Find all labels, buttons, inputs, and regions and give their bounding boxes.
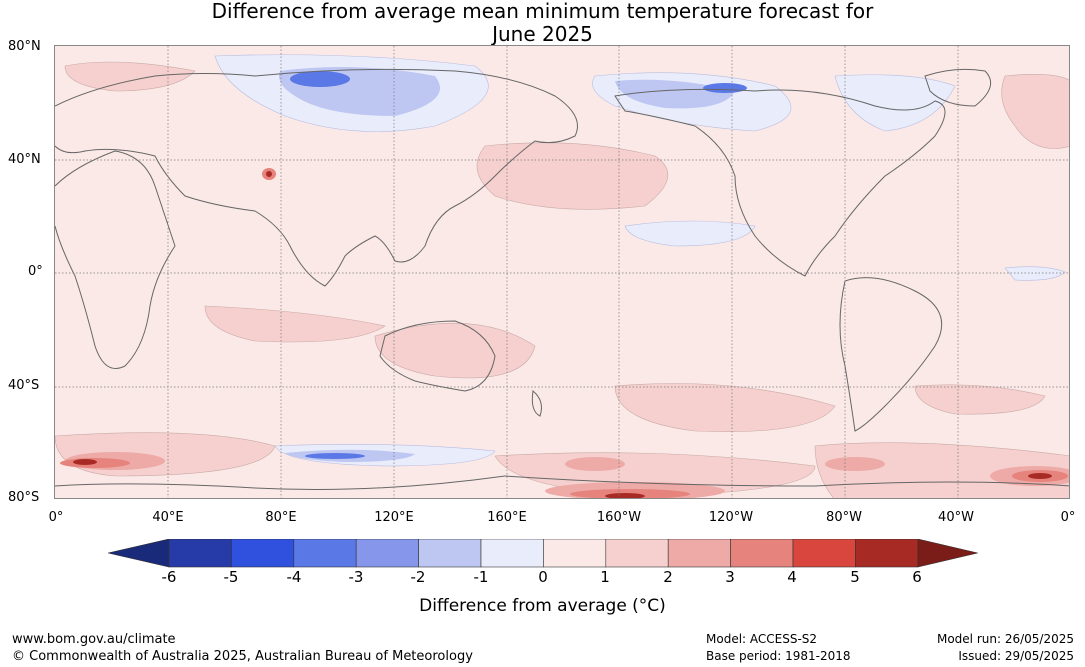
lon-label: 160°W [596,510,642,525]
colorbar-cell [418,539,482,568]
colorbar-tick: 1 [600,568,610,586]
colorbar-tick: 0 [538,568,548,586]
anomaly-patch [305,453,365,459]
lon-label: 40°E [152,510,184,525]
footer-left: www.bom.gov.au/climate © Commonwealth of… [12,631,473,665]
colorbar-cell [293,539,357,568]
base-period-text: Base period: 1981-2018 [706,649,851,663]
colorbar-cell [605,539,669,568]
anomaly-patch [266,171,272,177]
coastline-south-america [839,277,943,432]
anomaly-patch [624,220,756,247]
colorbar-label: Difference from average (°C) [419,596,666,616]
lon-label: 160°E [487,510,527,525]
lon-label: 0° [1060,510,1076,525]
lon-label: 120°E [374,510,414,525]
website-text: www.bom.gov.au/climate [12,632,176,647]
colorbar-tick: 4 [787,568,797,586]
footer-model-info: Model: ACCESS-S2 Base period: 1981-2018 [706,631,851,665]
anomaly-patch [204,305,386,343]
lat-label-40n: 40°N [8,152,41,167]
colorbar-cell [480,539,544,568]
anomaly-patch [614,383,836,433]
lon-label: 120°W [708,510,754,525]
forecast-map [54,45,1070,499]
anomaly-patch [1004,266,1066,281]
colorbar-cell [730,539,794,568]
lat-label-80n: 80°N [8,39,41,54]
anomaly-patch [565,457,625,471]
colorbar-cell [543,539,607,568]
anomaly-patch [703,83,747,93]
colorbar-tick: 5 [850,568,860,586]
colorbar-cell [792,539,856,568]
model-text: Model: ACCESS-S2 [706,632,818,646]
title-line-2: June 2025 [492,22,593,46]
anomaly-patch [1028,473,1052,479]
footer-dates: Model run: 26/05/2025 Issued: 29/05/2025 [937,631,1074,665]
anomaly-patch [476,142,669,210]
lat-label-40s: 40°S [8,378,40,393]
map-svg [55,46,1069,498]
lon-label: 0° [48,510,64,525]
colorbar-cell [855,539,919,568]
anomaly-patch [290,71,350,87]
issued-text: Issued: 29/05/2025 [958,649,1074,663]
coastline-eurasia [55,68,578,287]
anomaly-patch [73,459,97,465]
model-run-text: Model run: 26/05/2025 [936,632,1074,646]
anomaly-patch [64,61,196,92]
coastline-australia [379,320,496,392]
lat-label-80s: 80°S [8,490,40,505]
colorbar-cell [231,539,295,568]
lon-label: 40°W [938,510,974,525]
anomaly-patch [914,384,1046,415]
lat-label-equator: 0° [28,264,43,279]
colorbar-cell [355,539,419,568]
coastline-greenland [924,68,992,107]
coastline-antarctica [55,475,506,490]
colorbar-over-arrow [917,539,978,568]
lon-label: 80°E [265,510,297,525]
copyright-text: © Commonwealth of Australia 2025, Austra… [12,649,473,664]
anomaly-patch [374,322,536,379]
colorbar-tick: 3 [725,568,735,586]
lon-label: 80°W [826,510,862,525]
anomaly-patch [605,493,645,498]
coastline-antarctica [504,475,1069,487]
chart-title: Difference from average mean minimum tem… [0,0,1085,46]
colorbar-cell [168,539,232,568]
colorbar-cell [667,539,731,568]
anomaly-patch [814,442,1069,498]
anomaly-patch [1001,74,1069,149]
colorbar-tick: -2 [410,568,426,586]
colorbar-tick: 2 [663,568,673,586]
colorbar-tick: -4 [286,568,302,586]
coastline-new-zealand [531,390,542,417]
colorbar-tick: -5 [223,568,239,586]
colorbar-tick: -3 [348,568,364,586]
colorbar-under-arrow [108,539,170,568]
title-line-1: Difference from average mean minimum tem… [211,0,874,23]
coastline-north-america [614,88,946,277]
anomaly-patch [825,457,885,471]
anomaly-patch [834,74,956,132]
colorbar-tick: -6 [161,568,177,586]
colorbar-tick: 6 [912,568,922,586]
colorbar-tick: -1 [473,568,489,586]
coastline-africa [55,150,176,369]
colorbar [108,539,978,568]
